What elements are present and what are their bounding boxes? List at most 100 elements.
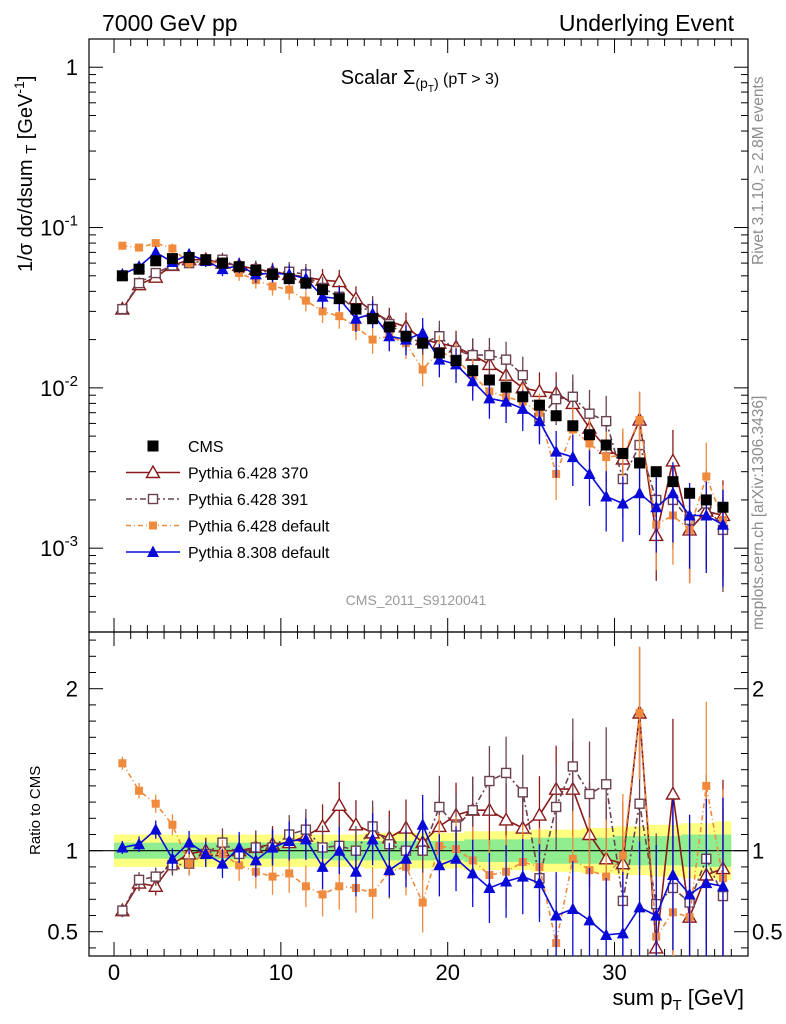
data-point xyxy=(467,349,478,361)
legend-label: Pythia 8.308 default xyxy=(188,545,330,562)
data-point xyxy=(634,457,646,469)
ratio-point xyxy=(600,928,613,940)
data-point xyxy=(635,416,644,425)
data-point xyxy=(417,337,429,349)
ratio-point xyxy=(550,909,563,921)
data-point xyxy=(533,399,545,411)
data-point xyxy=(500,395,513,407)
data-point xyxy=(567,391,579,402)
ratio-point xyxy=(150,871,161,882)
data-point xyxy=(550,445,563,457)
data-point xyxy=(633,486,646,499)
ratio-series-pythia-8-308-default xyxy=(116,794,729,956)
main-axes-frame: 1 10-1 10-2 10-3 xyxy=(40,38,749,633)
ratio-point xyxy=(133,837,146,850)
ratio-point xyxy=(168,820,177,829)
ratio-point xyxy=(331,797,347,812)
data-point xyxy=(333,293,345,305)
ratio-y-tick-label-left: 1 xyxy=(66,839,78,864)
data-point xyxy=(467,365,479,377)
data-point xyxy=(550,410,562,422)
ratio-point xyxy=(285,869,294,878)
ratio-point xyxy=(434,801,445,813)
ratio-point xyxy=(716,879,729,892)
ratio-point xyxy=(531,807,548,821)
ratio-point xyxy=(368,888,377,897)
ratio-point xyxy=(235,861,244,870)
data-point xyxy=(450,355,462,367)
data-point xyxy=(268,282,277,291)
ratio-point xyxy=(567,761,579,772)
data-point xyxy=(517,369,528,381)
legend-entry-pythia-8-308-default: Pythia 8.308 default xyxy=(126,545,330,562)
ratio-point xyxy=(568,854,577,863)
data-point xyxy=(585,439,594,448)
data-point xyxy=(117,303,128,315)
legend-marker xyxy=(149,521,157,530)
data-point xyxy=(433,353,446,365)
main-y-tick-label: 10-3 xyxy=(40,533,78,561)
ratio-point xyxy=(483,881,496,893)
data-point xyxy=(168,244,177,253)
data-point xyxy=(349,312,362,324)
ratio-y-tick-label-right: 2 xyxy=(752,677,764,702)
ratio-point xyxy=(616,926,629,939)
ratio-point xyxy=(600,779,612,790)
data-point xyxy=(418,365,427,374)
ratio-point xyxy=(633,900,646,913)
ratio-point xyxy=(500,874,513,887)
ratio-point xyxy=(316,860,329,872)
data-point xyxy=(316,290,329,302)
ratio-y-tick-label-right: 1 xyxy=(752,839,764,864)
data-point xyxy=(150,267,161,279)
ratio-point xyxy=(602,872,611,881)
data-point xyxy=(602,453,611,462)
data-point xyxy=(285,285,294,294)
data-point xyxy=(517,391,529,403)
x-tick-label: 30 xyxy=(602,960,626,985)
legend-label: Pythia 6.428 391 xyxy=(188,492,308,509)
ratio-point xyxy=(399,852,412,864)
x-tick-label: 20 xyxy=(435,960,459,985)
data-point xyxy=(483,374,495,386)
ratio-point xyxy=(383,863,396,876)
ratio-y-tick-label-right: 0.5 xyxy=(752,920,783,945)
data-point xyxy=(150,255,162,267)
ratio-point xyxy=(700,876,713,889)
data-point xyxy=(717,501,729,513)
ratio-point xyxy=(500,767,512,779)
x-tick-label: 0 xyxy=(108,960,120,985)
ratio-point xyxy=(149,823,162,835)
ratio-point xyxy=(117,905,128,916)
ratio-y-tick-label-left: 0.5 xyxy=(47,920,78,945)
data-point xyxy=(433,347,445,359)
ratio-point xyxy=(584,788,595,800)
ratio-point xyxy=(268,872,277,881)
ratio-point xyxy=(249,853,262,866)
ratio-point xyxy=(433,858,446,871)
legend-entry-cms: CMS xyxy=(147,439,224,456)
ratio-point xyxy=(216,857,229,869)
ratio-y-axis-label: Ratio to CMS xyxy=(27,766,44,855)
data-point xyxy=(666,486,679,499)
data-point xyxy=(616,496,629,509)
data-point xyxy=(317,284,329,296)
data-point xyxy=(650,500,663,513)
ratio-point xyxy=(185,859,194,868)
ratio-point xyxy=(467,805,478,816)
ratio-point xyxy=(583,913,596,926)
ratio-point xyxy=(118,759,127,768)
main-plot-title: Scalar Σ(pT) (pT > 3) xyxy=(341,67,499,95)
data-point xyxy=(466,374,479,387)
data-point xyxy=(368,335,377,344)
legend-marker xyxy=(147,545,159,557)
data-point xyxy=(500,381,512,393)
ratio-point xyxy=(199,847,212,859)
ratio-point xyxy=(566,902,579,915)
ratio-point xyxy=(266,840,279,853)
main-y-tick-label: 1 xyxy=(66,55,78,80)
data-point xyxy=(566,450,579,463)
ratio-point xyxy=(450,852,463,864)
data-point xyxy=(301,296,310,305)
